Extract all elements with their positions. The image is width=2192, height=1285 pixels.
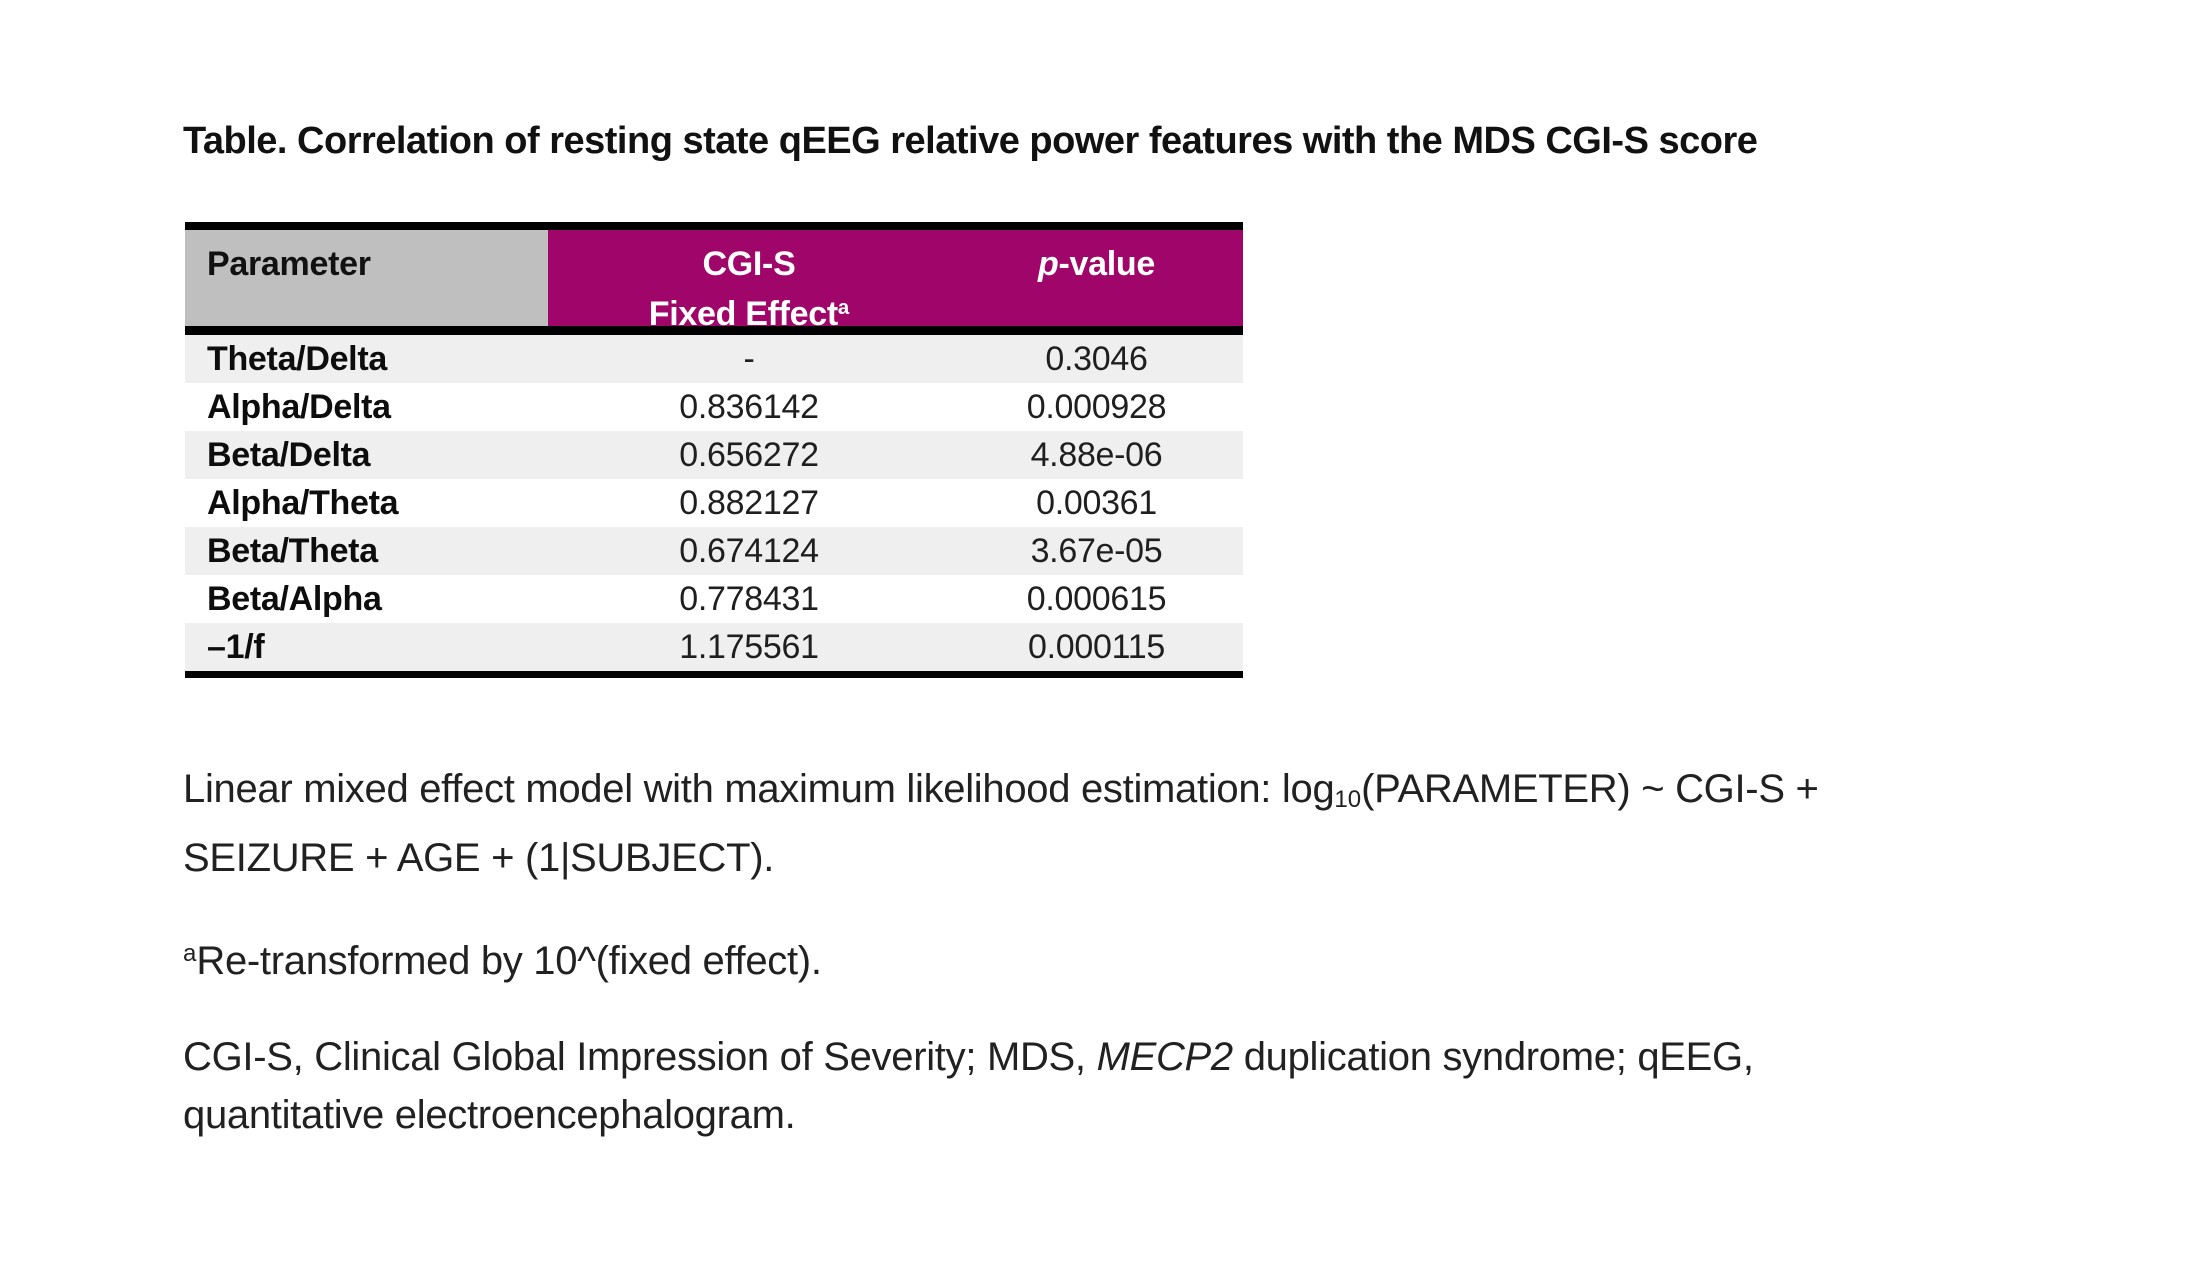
cell-fixed-effect: 0.674124	[679, 531, 819, 570]
column-header-pvalue: p-value	[950, 230, 1243, 326]
abbrev-part1: CGI-S, Clinical Global Impression of Sev…	[183, 1034, 1097, 1079]
footnote-abbreviations: CGI-S, Clinical Global Impression of Sev…	[183, 1028, 2192, 1144]
footnote-model-pre: Linear mixed effect model with maximum l…	[183, 767, 1335, 811]
cell-fixed-effect: 0.836142	[679, 387, 819, 426]
footnote-model-line2: SEIZURE + AGE + (1|SUBJECT).	[183, 835, 775, 880]
table-row: Alpha/Delta 0.836142 0.000928	[185, 383, 1243, 431]
column-header-cgis-line2: Fixed Effecta	[548, 286, 950, 336]
column-header-cgis-line1: CGI-S	[702, 245, 796, 283]
log-subscript: 10	[1334, 785, 1362, 813]
cell-fixed-effect: 1.175561	[679, 627, 819, 666]
table-title: Table. Correlation of resting state qEEG…	[183, 120, 1758, 162]
cell-fixed-effect: -	[743, 339, 755, 378]
abbrev-line2: quantitative electroencephalogram.	[183, 1092, 796, 1137]
table-row: Beta/Delta 0.656272 4.88e-06	[185, 431, 1243, 479]
footnote-retransform: aRe-transformed by 10^(fixed effect).	[183, 925, 2192, 990]
footnote-a-superscript: a	[183, 939, 197, 967]
cell-parameter: Beta/Alpha	[207, 579, 382, 618]
table-row: –1/f 1.175561 0.000115	[185, 623, 1243, 671]
table-header-row: Parameter CGI-S Fixed Effecta p-value	[185, 222, 1243, 335]
cell-pvalue: 0.000115	[1028, 627, 1165, 666]
footnote-model: Linear mixed effect model with maximum l…	[183, 760, 2192, 887]
cell-parameter: Alpha/Theta	[207, 483, 399, 522]
cell-parameter: Beta/Theta	[207, 531, 378, 570]
mecp2-italic: MECP2	[1096, 1034, 1234, 1079]
cell-fixed-effect: 0.882127	[679, 483, 819, 522]
table-header-magenta-band: CGI-S Fixed Effecta p-value	[548, 230, 1243, 333]
pvalue-label-rest: -value	[1058, 245, 1156, 283]
footnote-model-formula: (PARAMETER) ~ CGI-S +	[1361, 767, 1819, 811]
cell-parameter: Alpha/Delta	[207, 387, 391, 426]
cell-pvalue: 3.67e-05	[1030, 531, 1163, 570]
abbrev-part2: duplication syndrome; qEEG,	[1232, 1034, 1754, 1079]
footnotes: Linear mixed effect model with maximum l…	[183, 760, 2192, 1144]
cell-parameter: Theta/Delta	[207, 339, 387, 378]
cell-fixed-effect: 0.656272	[679, 435, 819, 474]
column-header-parameter-label: Parameter	[207, 245, 371, 283]
cell-pvalue: 0.00361	[1036, 483, 1157, 522]
cell-parameter: Beta/Delta	[207, 435, 371, 474]
correlation-table: Parameter CGI-S Fixed Effecta p-value Th…	[185, 222, 1243, 678]
table-row: Beta/Alpha 0.778431 0.000615	[185, 575, 1243, 623]
column-header-parameter: Parameter	[185, 230, 548, 326]
fixed-effect-superscript: a	[837, 297, 850, 319]
cell-pvalue: 4.88e-06	[1030, 435, 1163, 474]
cell-pvalue: 0.3046	[1045, 339, 1148, 378]
table-row: Alpha/Theta 0.882127 0.00361	[185, 479, 1243, 527]
fixed-effect-label: Fixed Effect	[648, 295, 838, 334]
cell-pvalue: 0.000928	[1026, 387, 1167, 426]
footnote-retransform-text: Re-transformed by 10^(fixed effect).	[196, 938, 822, 983]
table-bottom-border	[185, 671, 1243, 678]
table-row: Theta/Delta - 0.3046	[185, 335, 1243, 383]
cell-parameter: –1/f	[207, 627, 265, 666]
pvalue-italic-p: p	[1038, 245, 1059, 283]
column-header-cgis-fixed-effect: CGI-S Fixed Effecta	[548, 230, 950, 333]
table-row: Beta/Theta 0.674124 3.67e-05	[185, 527, 1243, 575]
cell-pvalue: 0.000615	[1026, 579, 1167, 618]
cell-fixed-effect: 0.778431	[679, 579, 819, 618]
